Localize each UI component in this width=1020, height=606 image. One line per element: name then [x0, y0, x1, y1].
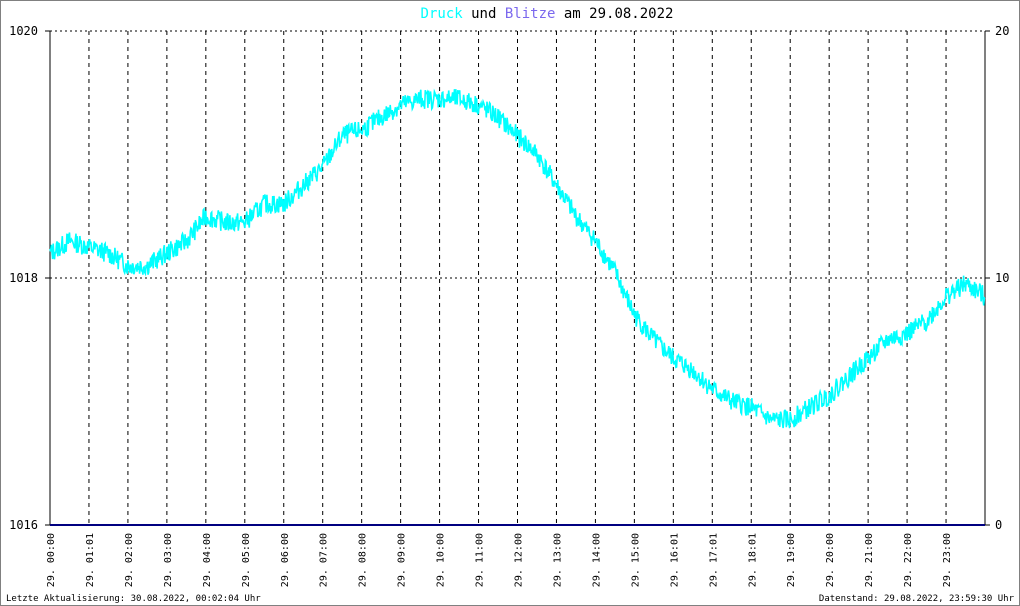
left-tick-label: 1020 [9, 24, 38, 38]
chart-title: Druck und Blitze am 29.08.2022 [421, 6, 674, 22]
x-tick-label: 29. 14:00 [591, 533, 602, 587]
x-tick-label: 29. 20:00 [825, 533, 836, 587]
x-tick-label: 29. 15:00 [630, 533, 641, 587]
title-part-2: Blitze [505, 6, 556, 22]
x-tick-label: 29. 10:00 [436, 533, 447, 587]
x-tick-label: 29. 05:00 [241, 533, 252, 587]
footer-last-update: Letzte Aktualisierung: 30.08.2022, 00:02… [6, 594, 261, 604]
title-part-3: am 29.08.2022 [555, 6, 673, 22]
x-tick-label: 29. 13:00 [552, 533, 563, 587]
x-tick-label: 29. 02:00 [124, 533, 135, 587]
series-layer [49, 88, 986, 526]
x-tick-label: 29. 19:00 [786, 533, 797, 587]
x-tick-label: 29. 06:00 [280, 533, 291, 587]
right-tick-label: 0 [995, 518, 1002, 532]
x-tick-label: 29. 17:01 [708, 533, 719, 587]
x-tick-label: 29. 00:00 [46, 533, 57, 587]
left-tick-label: 1018 [9, 271, 38, 285]
title-part-1: und [463, 6, 505, 22]
x-tick-label: 29. 18:01 [747, 533, 758, 587]
x-tick-label: 29. 03:00 [163, 533, 174, 587]
series-druck-line [49, 88, 986, 429]
x-tick-label: 29. 11:00 [475, 533, 486, 587]
x-tick-label: 29. 07:00 [319, 533, 330, 587]
footer-data-timestamp: Datenstand: 29.08.2022, 23:59:30 Uhr [818, 594, 1014, 604]
x-tick-label: 29. 22:00 [903, 533, 914, 587]
right-tick-label: 10 [995, 271, 1009, 285]
x-tick-label: 29. 08:00 [358, 533, 369, 587]
left-tick-label: 1016 [9, 518, 38, 532]
x-tick-label: 29. 09:00 [397, 533, 408, 587]
x-tick-label: 29. 16:01 [669, 533, 680, 587]
x-tick-label: 29. 12:00 [514, 533, 525, 587]
x-tick-label: 29. 04:00 [202, 533, 213, 587]
x-tick-label: 29. 23:00 [942, 533, 953, 587]
x-tick-label: 29. 01:01 [85, 533, 96, 587]
right-tick-label: 20 [995, 24, 1009, 38]
grid-layer [50, 30, 985, 525]
x-tick-label: 29. 21:00 [864, 533, 875, 587]
title-part-0: Druck [421, 6, 464, 22]
